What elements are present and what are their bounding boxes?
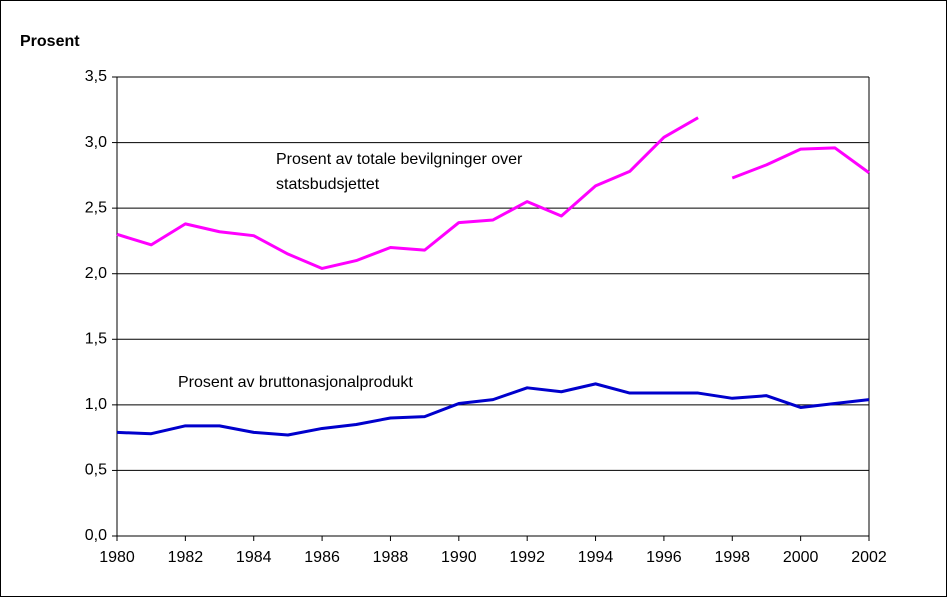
annotation: Prosent av bruttonasjonalprodukt: [178, 374, 413, 391]
x-tick-label: 1998: [714, 549, 750, 566]
series-line: [116, 382, 870, 437]
chart-title: Prosent: [20, 33, 80, 50]
x-tick-label: 1994: [578, 549, 614, 566]
x-tick-label: 2000: [783, 549, 819, 566]
y-tick-label: 1,0: [85, 396, 107, 413]
x-tick-label: 1984: [236, 549, 272, 566]
x-tick-label: 1990: [441, 549, 477, 566]
x-tick-label: 1982: [168, 549, 204, 566]
x-tick-label: 1992: [509, 549, 545, 566]
annotation: statsbudsjettet: [276, 176, 380, 193]
x-tick-label: 2002: [851, 549, 887, 566]
x-tick-label: 1996: [646, 549, 682, 566]
y-tick-label: 0,5: [85, 462, 107, 479]
annotation: Prosent av totale bevilgninger over: [276, 151, 523, 168]
y-tick-label: 3,5: [85, 68, 107, 85]
x-tick-label: 1988: [373, 549, 409, 566]
x-tick-label: 1986: [304, 549, 340, 566]
y-tick-label: 0,0: [85, 527, 107, 544]
x-tick-label: 1980: [99, 549, 135, 566]
y-tick-label: 2,5: [85, 199, 107, 216]
series-line: [116, 116, 870, 270]
y-tick-label: 1,5: [85, 331, 107, 348]
y-tick-label: 3,0: [85, 134, 107, 151]
y-tick-label: 2,0: [85, 265, 107, 282]
